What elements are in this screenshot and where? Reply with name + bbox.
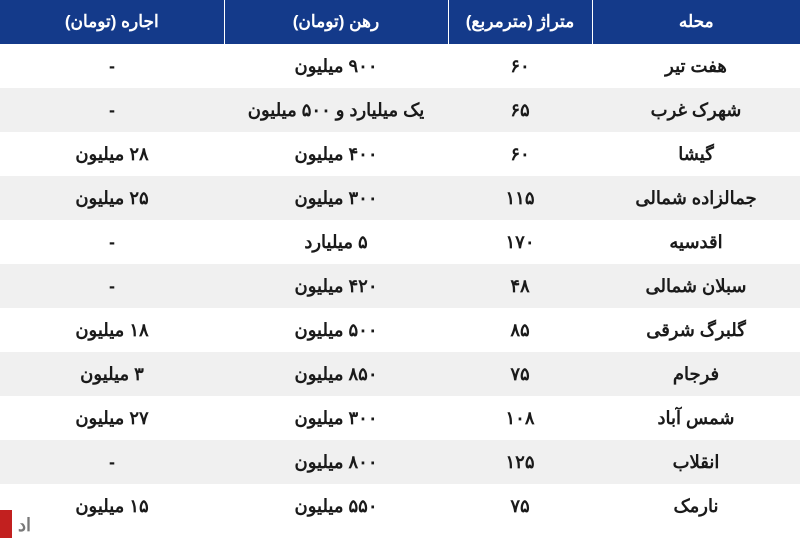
cell-area: ۱۲۵ bbox=[448, 440, 592, 484]
cell-rent: - bbox=[0, 44, 224, 88]
cell-rent: - bbox=[0, 264, 224, 308]
rent-price-table: محله متراژ (مترمربع) رهن (تومان) اجاره (… bbox=[0, 0, 800, 528]
table-row: شمس آباد ۱۰۸ ۳۰۰ میلیون ۲۷ میلیون bbox=[0, 396, 800, 440]
cell-deposit: ۹۰۰ میلیون bbox=[224, 44, 448, 88]
table-header-row: محله متراژ (مترمربع) رهن (تومان) اجاره (… bbox=[0, 0, 800, 44]
table-row: اقدسیه ۱۷۰ ۵ میلیارد - bbox=[0, 220, 800, 264]
cell-rent: ۲۸ میلیون bbox=[0, 132, 224, 176]
cell-deposit: ۳۰۰ میلیون bbox=[224, 396, 448, 440]
cell-rent: ۱۸ میلیون bbox=[0, 308, 224, 352]
cell-area: ۷۵ bbox=[448, 484, 592, 528]
cell-deposit: یک میلیارد و ۵۰۰ میلیون bbox=[224, 88, 448, 132]
table-row: گیشا ۶۰ ۴۰۰ میلیون ۲۸ میلیون bbox=[0, 132, 800, 176]
cell-rent: - bbox=[0, 88, 224, 132]
cell-district: فرجام bbox=[592, 352, 800, 396]
cell-area: ۷۵ bbox=[448, 352, 592, 396]
cell-district: سبلان شمالی bbox=[592, 264, 800, 308]
header-deposit: رهن (تومان) bbox=[224, 0, 448, 44]
cell-rent: ۳ میلیون bbox=[0, 352, 224, 396]
table-body: هفت تیر ۶۰ ۹۰۰ میلیون - شهرک غرب ۶۵ یک م… bbox=[0, 44, 800, 528]
cell-district: هفت تیر bbox=[592, 44, 800, 88]
watermark-accent-bar bbox=[0, 510, 12, 538]
cell-area: ۶۰ bbox=[448, 44, 592, 88]
cell-district: جمالزاده شمالی bbox=[592, 176, 800, 220]
table-row: هفت تیر ۶۰ ۹۰۰ میلیون - bbox=[0, 44, 800, 88]
cell-rent: ۲۷ میلیون bbox=[0, 396, 224, 440]
cell-district: نارمک bbox=[592, 484, 800, 528]
cell-district: گلبرگ شرقی bbox=[592, 308, 800, 352]
cell-area: ۱۰۸ bbox=[448, 396, 592, 440]
cell-area: ۴۸ bbox=[448, 264, 592, 308]
cell-area: ۱۱۵ bbox=[448, 176, 592, 220]
cell-area: ۶۰ bbox=[448, 132, 592, 176]
table-row: نارمک ۷۵ ۵۵۰ میلیون ۱۵ میلیون bbox=[0, 484, 800, 528]
header-district: محله bbox=[592, 0, 800, 44]
cell-deposit: ۵۵۰ میلیون bbox=[224, 484, 448, 528]
cell-district: انقلاب bbox=[592, 440, 800, 484]
table-row: شهرک غرب ۶۵ یک میلیارد و ۵۰۰ میلیون - bbox=[0, 88, 800, 132]
cell-deposit: ۴۰۰ میلیون bbox=[224, 132, 448, 176]
table-row: گلبرگ شرقی ۸۵ ۵۰۰ میلیون ۱۸ میلیون bbox=[0, 308, 800, 352]
cell-rent: ۱۵ میلیون bbox=[0, 484, 224, 528]
cell-rent: ۲۵ میلیون bbox=[0, 176, 224, 220]
rent-price-table-container: محله متراژ (مترمربع) رهن (تومان) اجاره (… bbox=[0, 0, 800, 544]
table-row: سبلان شمالی ۴۸ ۴۲۰ میلیون - bbox=[0, 264, 800, 308]
cell-deposit: ۸۰۰ میلیون bbox=[224, 440, 448, 484]
watermark-text: اد bbox=[18, 515, 31, 536]
table-row: جمالزاده شمالی ۱۱۵ ۳۰۰ میلیون ۲۵ میلیون bbox=[0, 176, 800, 220]
cell-rent: - bbox=[0, 220, 224, 264]
cell-deposit: ۸۵۰ میلیون bbox=[224, 352, 448, 396]
cell-area: ۱۷۰ bbox=[448, 220, 592, 264]
cell-district: اقدسیه bbox=[592, 220, 800, 264]
cell-district: شهرک غرب bbox=[592, 88, 800, 132]
cell-deposit: ۴۲۰ میلیون bbox=[224, 264, 448, 308]
cell-district: شمس آباد bbox=[592, 396, 800, 440]
cell-area: ۶۵ bbox=[448, 88, 592, 132]
table-row: فرجام ۷۵ ۸۵۰ میلیون ۳ میلیون bbox=[0, 352, 800, 396]
cell-deposit: ۵۰۰ میلیون bbox=[224, 308, 448, 352]
cell-deposit: ۳۰۰ میلیون bbox=[224, 176, 448, 220]
cell-district: گیشا bbox=[592, 132, 800, 176]
header-area: متراژ (مترمربع) bbox=[448, 0, 592, 44]
header-rent: اجاره (تومان) bbox=[0, 0, 224, 44]
table-row: انقلاب ۱۲۵ ۸۰۰ میلیون - bbox=[0, 440, 800, 484]
cell-deposit: ۵ میلیارد bbox=[224, 220, 448, 264]
cell-area: ۸۵ bbox=[448, 308, 592, 352]
cell-rent: - bbox=[0, 440, 224, 484]
